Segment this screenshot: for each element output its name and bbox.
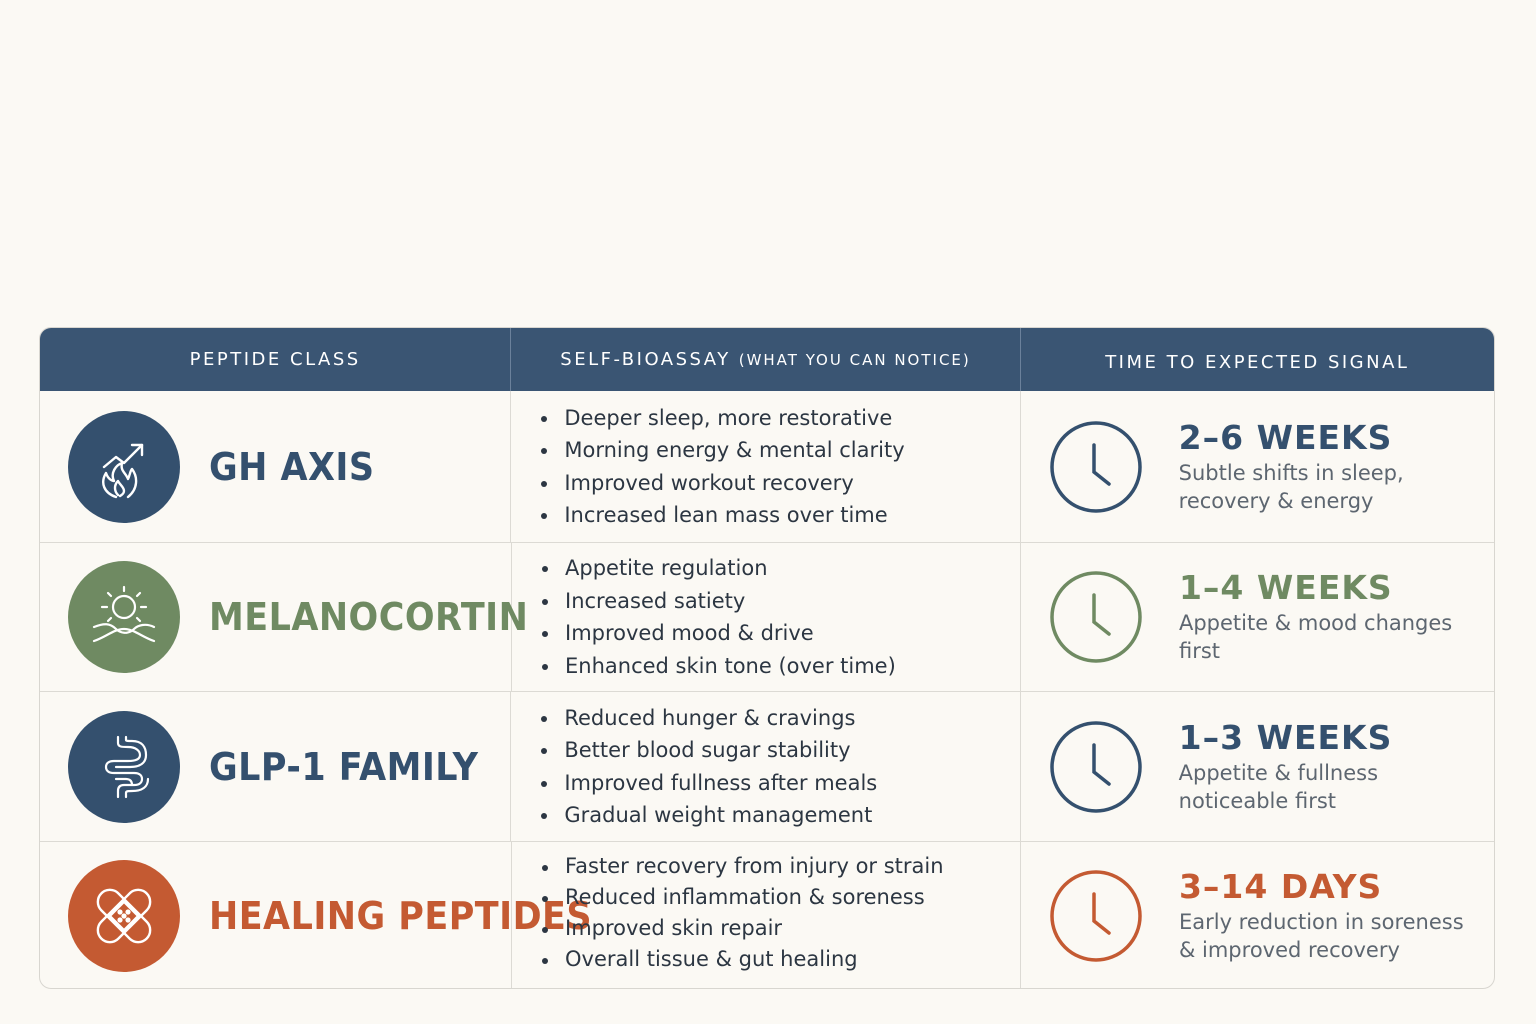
header-self-bioassay-note: (WHAT YOU CAN NOTICE) — [738, 350, 971, 369]
timing-cell: 3–14 DAYS Early reduction in soreness & … — [1021, 842, 1494, 988]
class-name: GLP-1 FAMILY — [209, 744, 479, 789]
class-cell: HEALING PEPTIDES — [40, 842, 592, 988]
timing-period: 1–3 WEEKS — [1178, 717, 1393, 757]
bioassay-list: Reduced hunger & cravings Better blood s… — [541, 702, 877, 832]
timing-text: 3–14 DAYS Early reduction in soreness & … — [1178, 866, 1469, 964]
clock-icon — [1050, 869, 1142, 962]
list-item: Enhanced skin tone (over time) — [542, 650, 896, 683]
intestine-icon — [68, 710, 180, 823]
bioassay-cell: Faster recovery from injury or strain Re… — [512, 842, 1021, 988]
header-time-to-signal-label: TIME TO EXPECTED SIGNAL — [1105, 352, 1410, 373]
list-item: Increased satiety — [542, 585, 896, 618]
bioassay-cell: Deeper sleep, more restorative Morning e… — [511, 391, 1021, 542]
class-cell: GLP-1 FAMILY — [40, 692, 512, 841]
class-name: HEALING PEPTIDES — [209, 893, 593, 938]
table-row-healing-peptides: HEALING PEPTIDES Faster recovery from in… — [40, 841, 1494, 988]
list-item: Improved fullness after meals — [541, 767, 877, 800]
list-item: Appetite regulation — [542, 552, 896, 585]
bioassay-list: Deeper sleep, more restorative Morning e… — [541, 402, 905, 532]
timing-note: Appetite & fullness noticeable first — [1178, 760, 1379, 813]
table-header: PEPTIDE CLASS SELF-BIOASSAY (WHAT YOU CA… — [40, 328, 1494, 391]
header-peptide-class: PEPTIDE CLASS — [40, 328, 512, 391]
growth-flame-icon — [68, 410, 180, 523]
list-item: Gradual weight management — [541, 799, 877, 832]
class-cell: GH AXIS — [40, 391, 512, 542]
bioassay-list: Faster recovery from injury or strain Re… — [542, 851, 944, 975]
header-time-to-signal: TIME TO EXPECTED SIGNAL — [1021, 328, 1494, 391]
list-item: Reduced hunger & cravings — [541, 702, 877, 735]
table-row-melanocortin: MELANOCORTIN Appetite regulation Increas… — [40, 542, 1494, 691]
list-item: Faster recovery from injury or strain — [542, 851, 944, 882]
timing-note: Subtle shifts in sleep, recovery & energ… — [1178, 460, 1404, 513]
clock-icon — [1050, 571, 1142, 663]
timing-note: Appetite & mood changes first — [1178, 611, 1453, 663]
list-item: Improved mood & drive — [542, 617, 896, 650]
timing-period: 2–6 WEEKS — [1178, 417, 1393, 457]
list-item: Increased lean mass over time — [541, 499, 904, 532]
header-self-bioassay: SELF-BIOASSAY (WHAT YOU CAN NOTICE) — [511, 328, 1021, 391]
timing-cell: 1–3 WEEKS Appetite & fullness noticeable… — [1021, 692, 1494, 841]
list-item: Morning energy & mental clarity — [541, 434, 905, 467]
timing-period: 1–4 WEEKS — [1178, 568, 1393, 607]
header-self-bioassay-label: SELF-BIOASSAY — [560, 349, 731, 370]
timing-text: 2–6 WEEKS Subtle shifts in sleep, recove… — [1178, 417, 1469, 515]
list-item: Improved workout recovery — [541, 467, 904, 500]
table-row-gh-axis: GH AXIS Deeper sleep, more restorative M… — [40, 391, 1494, 542]
peptide-table: PEPTIDE CLASS SELF-BIOASSAY (WHAT YOU CA… — [39, 327, 1495, 989]
class-name: MELANOCORTIN — [209, 595, 529, 639]
class-cell: MELANOCORTIN — [40, 543, 528, 691]
list-item: Overall tissue & gut healing — [542, 944, 944, 975]
timing-text: 1–4 WEEKS Appetite & mood changes first — [1179, 569, 1469, 665]
list-item: Better blood sugar stability — [541, 734, 877, 767]
timing-text: 1–3 WEEKS Appetite & fullness noticeable… — [1178, 717, 1469, 815]
timing-note: Early reduction in soreness & improved r… — [1178, 909, 1464, 962]
timing-cell: 2–6 WEEKS Subtle shifts in sleep, recove… — [1021, 391, 1494, 542]
sun-wave-icon — [68, 561, 180, 673]
header-peptide-class-label: PEPTIDE CLASS — [189, 349, 361, 370]
table-row-glp1-family: GLP-1 FAMILY Reduced hunger & cravings B… — [40, 691, 1494, 841]
bandage-icon — [68, 859, 180, 972]
list-item: Improved skin repair — [542, 913, 944, 944]
class-name: GH AXIS — [209, 444, 375, 489]
timing-period: 3–14 DAYS — [1178, 866, 1383, 906]
bioassay-cell: Appetite regulation Increased satiety Im… — [512, 543, 1021, 691]
list-item: Deeper sleep, more restorative — [541, 402, 904, 435]
clock-icon — [1049, 720, 1142, 813]
clock-icon — [1049, 420, 1142, 513]
list-item: Reduced inflammation & soreness — [542, 882, 944, 913]
bioassay-cell: Reduced hunger & cravings Better blood s… — [511, 692, 1021, 841]
bioassay-list: Appetite regulation Increased satiety Im… — [542, 552, 896, 682]
timing-cell: 1–4 WEEKS Appetite & mood changes first — [1021, 543, 1494, 691]
